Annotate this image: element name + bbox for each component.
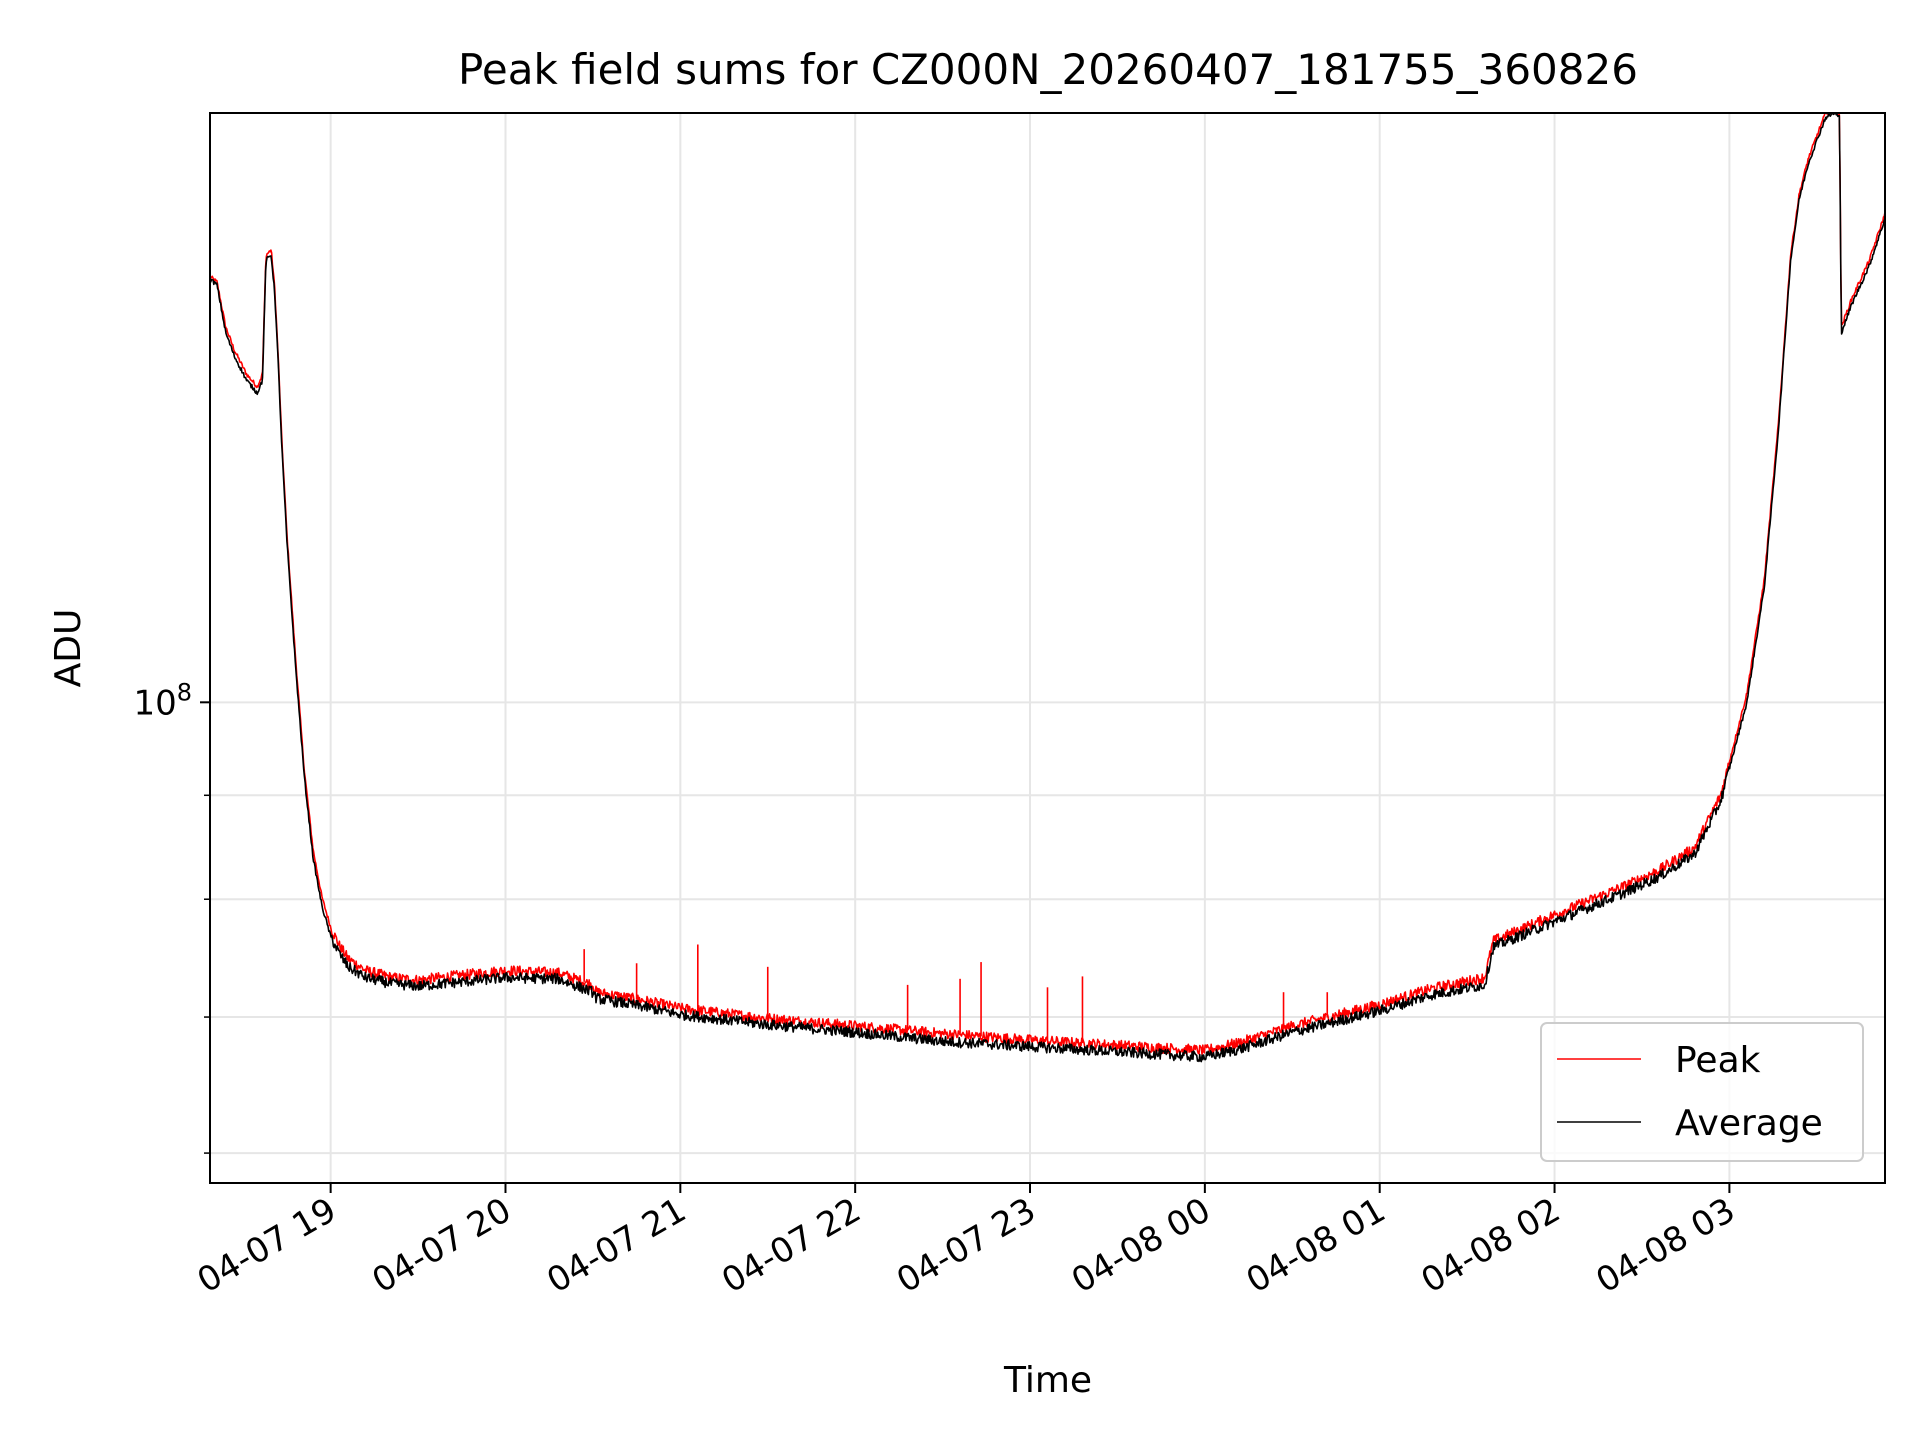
series-line-average — [209, 112, 1886, 1063]
series-group — [209, 112, 1886, 1063]
chart-title: Peak field sums for CZ000N_20260407_1817… — [458, 45, 1638, 94]
y-axis-label: ADU — [48, 609, 89, 688]
legend-box — [1540, 1022, 1864, 1162]
legend-label-peak: Peak — [1675, 1040, 1761, 1081]
legend-label-average: Average — [1675, 1103, 1823, 1144]
legend: Peak Average — [1540, 1022, 1864, 1162]
y-tick-label: 108 — [133, 678, 192, 723]
plot-frame — [209, 112, 1886, 1184]
x-axis-label: Time — [1003, 1360, 1092, 1401]
